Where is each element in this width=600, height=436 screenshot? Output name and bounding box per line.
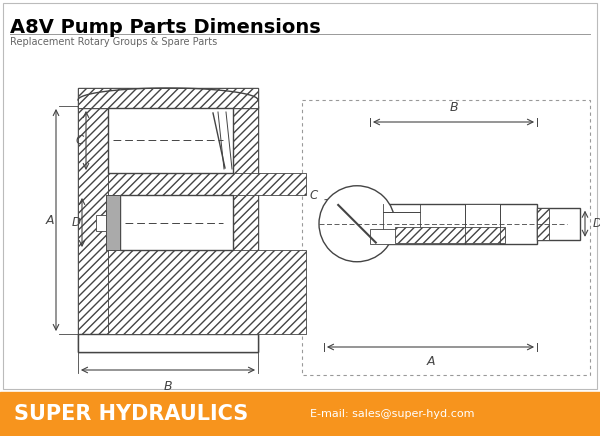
Bar	[365, 204, 537, 244]
Bar	[120, 195, 233, 250]
Text: A: A	[426, 355, 435, 368]
Bar	[0, 392, 600, 436]
Text: D: D	[71, 216, 80, 229]
Text: A8V Pump Parts Dimensions: A8V Pump Parts Dimensions	[10, 18, 321, 37]
Bar	[96, 215, 106, 231]
Text: E-mail: sales@super-hyd.com: E-mail: sales@super-hyd.com	[310, 409, 475, 419]
Text: A: A	[46, 214, 54, 226]
Bar	[78, 106, 108, 352]
Bar	[108, 108, 233, 173]
Bar	[78, 88, 258, 108]
Text: SUPER HYDRAULICS: SUPER HYDRAULICS	[14, 404, 248, 424]
Bar	[78, 106, 258, 352]
Bar	[78, 334, 258, 352]
Text: B: B	[449, 101, 458, 114]
Bar	[302, 100, 590, 375]
Circle shape	[319, 186, 395, 262]
Bar	[106, 195, 120, 250]
Text: Replacement Rotary Groups & Spare Parts: Replacement Rotary Groups & Spare Parts	[10, 37, 217, 47]
Text: C: C	[310, 188, 318, 201]
Bar	[228, 106, 258, 352]
Bar	[537, 208, 580, 240]
Bar	[108, 173, 306, 195]
Text: D: D	[593, 217, 600, 230]
Text: B: B	[164, 380, 172, 393]
Bar	[395, 227, 505, 243]
Bar	[108, 250, 306, 334]
Bar	[537, 208, 549, 240]
Text: C: C	[76, 134, 84, 147]
Bar	[465, 204, 500, 244]
Bar	[3, 3, 597, 389]
Bar	[78, 88, 258, 108]
Bar	[106, 195, 120, 250]
Bar	[370, 229, 495, 244]
Bar	[383, 212, 420, 236]
